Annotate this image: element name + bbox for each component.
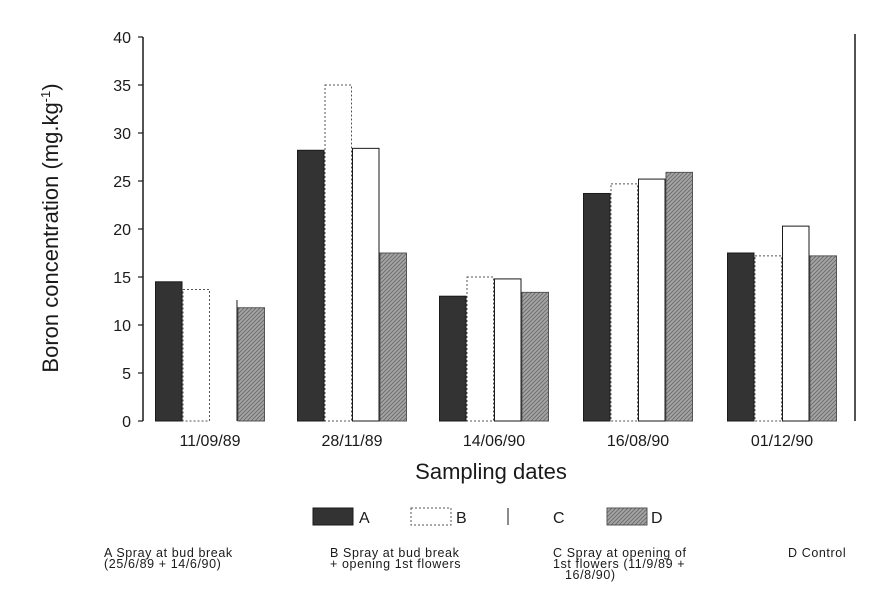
legend-label-b: B: [456, 510, 467, 527]
x-tick-labels: 11/09/89 28/11/89 14/06/90 16/08/90 01/12/90: [179, 433, 813, 450]
bar-c-16-08-90: [638, 178, 666, 422]
bar-d-28-11-89: [379, 252, 407, 422]
bar-d-14-06-90: [521, 291, 549, 422]
bar-c-28-11-89: [352, 147, 380, 422]
bar-a-01-12-90: [727, 252, 755, 422]
legend-swatch-a: [312, 507, 354, 526]
bar-b-01-12-90: [754, 255, 782, 422]
legend-swatch-d: [606, 507, 648, 526]
bar-c-01-12-90: [782, 225, 810, 422]
y-tick-label: 30: [113, 126, 131, 143]
y-axis: 0 5 10 15 20 25 30 35 40: [113, 30, 144, 431]
bar-d-11-09-89: [237, 307, 265, 422]
legend-note-b: B Spray at bud break + opening 1st flower…: [330, 546, 462, 571]
legend-label-c: C: [553, 510, 565, 527]
bar-a-28-11-89: [297, 149, 325, 422]
y-tick-label: 5: [122, 366, 131, 383]
x-tick-label: 16/08/90: [607, 433, 669, 450]
legend-note-c: C Spray at opening of 1st flowers (11/9/8…: [553, 546, 687, 582]
bar-b-14-06-90: [466, 276, 494, 422]
y-tick-label: 10: [113, 318, 131, 335]
x-tick-label: 14/06/90: [463, 433, 525, 450]
legend-swatch-b: [410, 507, 452, 526]
y-tick-label: 40: [113, 30, 131, 47]
bar-a-14-06-90: [439, 295, 467, 422]
x-tick-label: 28/11/89: [321, 433, 382, 450]
x-tick-label: 01/12/90: [751, 433, 813, 450]
legend-label-d: D: [651, 510, 663, 527]
y-tick-label: 20: [113, 222, 131, 239]
bar-b-16-08-90: [610, 183, 638, 422]
y-tick-label: 15: [113, 270, 131, 287]
legend-note-a: A Spray at bud break (25/6/89 + 14/6/90): [104, 546, 233, 571]
bar-a-16-08-90: [583, 192, 611, 422]
y-tick-label: 35: [113, 78, 131, 95]
y-tick-label: 25: [113, 174, 131, 191]
bar-b-28-11-89: [324, 84, 352, 422]
legend-label-a: A: [359, 510, 370, 527]
bar-d-01-12-90: [809, 255, 837, 422]
bar-c-14-06-90: [494, 278, 522, 422]
legend: A B C D: [312, 507, 663, 527]
bar-a-11-09-89: [155, 281, 183, 422]
x-axis-title: Sampling dates: [415, 459, 567, 484]
bar-d-16-08-90: [665, 171, 693, 422]
bar-b-11-09-89: [182, 288, 210, 422]
y-tick-label: 0: [122, 414, 131, 431]
y-axis-title: Boron concentration (mg.kg-1): [38, 83, 63, 372]
bars: [155, 84, 837, 422]
x-tick-label: 11/09/89: [179, 433, 240, 450]
legend-note-d: D Control: [788, 546, 847, 560]
